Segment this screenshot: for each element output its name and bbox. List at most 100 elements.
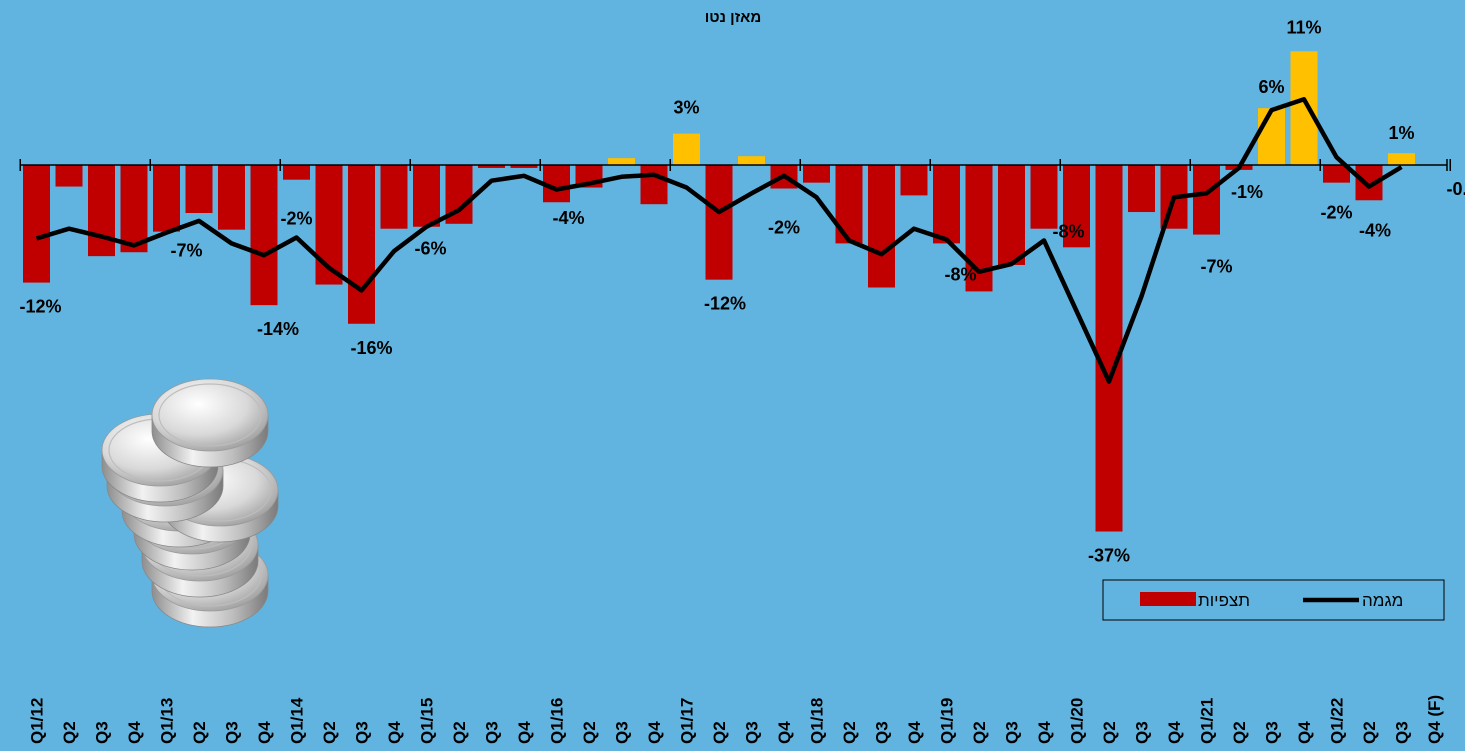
- bar-40: [1323, 165, 1350, 183]
- x-tick-label-38: Q3: [1263, 721, 1282, 744]
- data-label-8: -2%: [280, 209, 312, 229]
- data-label-41: -4%: [1359, 220, 1391, 240]
- x-tick-label-12: Q1/15: [418, 698, 437, 744]
- bar-20: [673, 133, 700, 165]
- x-tick-label-17: Q2: [580, 721, 599, 744]
- data-label-23: -2%: [768, 218, 800, 238]
- x-tick-label-30: Q3: [1003, 721, 1022, 744]
- x-tick-label-8: Q1/14: [288, 697, 307, 744]
- x-tick-label-22: Q3: [743, 721, 762, 744]
- bar-28: [933, 165, 960, 244]
- bar-34: [1128, 165, 1155, 213]
- bar-30: [998, 165, 1025, 265]
- data-label-43: -0.2%: [1446, 179, 1465, 199]
- bar-21: [705, 165, 733, 280]
- bar-39: [1290, 51, 1318, 165]
- trend-line: [35, 97, 1403, 384]
- x-tick-label-34: Q3: [1133, 721, 1152, 744]
- bar-3: [120, 165, 148, 253]
- bars-layer: [23, 51, 1415, 532]
- x-tick-label-14: Q3: [483, 721, 502, 744]
- coin-face: [151, 378, 269, 452]
- x-tick-label-10: Q3: [353, 721, 372, 744]
- x-tick-label-23: Q4: [775, 721, 794, 744]
- x-tick-label-27: Q4: [905, 721, 924, 744]
- x-tick-label-9: Q2: [320, 721, 339, 744]
- x-tick-labels: Q1/12 Q2 Q3 Q4 Q1/13 Q2 Q3 Q4 Q1/14 Q2 Q3 Q4 Q1/15 Q2…: [28, 695, 1445, 744]
- x-tick-label-26: Q3: [873, 721, 892, 744]
- data-label-12: -6%: [414, 239, 446, 259]
- x-tick-label-19: Q4: [645, 721, 664, 744]
- x-tick-label-37: Q2: [1230, 721, 1249, 744]
- x-tick-label-31: Q4: [1035, 721, 1054, 744]
- legend-box: [1102, 579, 1445, 621]
- chart-title: מאזן נטו: [705, 9, 762, 26]
- data-label-20: 3%: [673, 98, 699, 118]
- x-tick-label-39: Q4: [1295, 721, 1314, 744]
- data-label-40: -2%: [1320, 203, 1352, 223]
- x-tick-label-36: Q1/21: [1198, 698, 1217, 744]
- x-tick-label-29: Q2: [970, 721, 989, 744]
- data-label-0: -12%: [19, 297, 61, 317]
- bar-27: [900, 165, 928, 196]
- bar-5: [185, 165, 213, 214]
- bar-42: [1388, 153, 1415, 165]
- bar-11: [380, 165, 408, 229]
- x-tick-label-40: Q1/22: [1328, 698, 1347, 744]
- bar-0: [23, 165, 50, 283]
- x-tick-label-6: Q3: [223, 721, 242, 744]
- x-tick-label-2: Q3: [93, 721, 112, 744]
- x-tick-label-35: Q4: [1165, 721, 1184, 744]
- x-tick-label-11: Q4: [385, 721, 404, 744]
- bar-33: [1095, 165, 1123, 532]
- legend-label-observations: תצפיות: [1198, 591, 1250, 610]
- bar-31: [1030, 165, 1058, 229]
- x-tick-label-43: Q4 (F): [1425, 695, 1444, 744]
- bar-15: [510, 165, 538, 168]
- coin-rim: [158, 383, 262, 447]
- bar-2: [88, 165, 115, 257]
- x-tick-label-42: Q3: [1393, 721, 1412, 744]
- data-label-42: 1%: [1388, 123, 1414, 143]
- x-tick-label-25: Q2: [840, 721, 859, 744]
- x-tick-label-24: Q1/18: [808, 698, 827, 744]
- x-tick-label-28: Q1/19: [938, 698, 957, 744]
- x-tick-label-5: Q2: [190, 721, 209, 744]
- x-tick-label-3: Q4: [125, 721, 144, 744]
- x-tick-label-4: Q1/13: [158, 698, 177, 744]
- legend-swatch-observations: [1140, 592, 1196, 606]
- bar-4: [153, 165, 180, 232]
- data-label-10: -16%: [350, 338, 392, 358]
- legend: מגמה תצפיות: [1102, 579, 1445, 621]
- x-tick-label-21: Q2: [710, 721, 729, 744]
- x-tick-label-20: Q1/17: [678, 698, 697, 744]
- x-tick-label-13: Q2: [450, 721, 469, 744]
- x-tick-label-0: Q1/12: [28, 698, 47, 744]
- bar-36: [1193, 165, 1220, 235]
- bar-7: [250, 165, 278, 306]
- data-label-39: 11%: [1286, 17, 1321, 37]
- bar-32: [1063, 165, 1090, 248]
- x-tick-label-33: Q2: [1100, 721, 1119, 744]
- bar-8: [283, 165, 310, 180]
- bar-18: [608, 158, 635, 165]
- x-tick-label-15: Q4: [515, 721, 534, 744]
- data-label-33: -37%: [1088, 546, 1130, 566]
- legend-label-trend: מגמה: [1362, 591, 1403, 610]
- bar-19: [640, 165, 668, 205]
- bar-14: [478, 165, 505, 168]
- data-label-37: -1%: [1231, 182, 1263, 202]
- data-label-36: -7%: [1200, 257, 1232, 277]
- bar-38: [1258, 108, 1285, 165]
- x-tick-label-32: Q1/20: [1068, 698, 1087, 744]
- bar-10: [348, 165, 375, 324]
- bar-22: [738, 156, 765, 165]
- data-label-32: -8%: [1052, 221, 1084, 241]
- x-tick-label-7: Q4: [255, 721, 274, 744]
- bar-12: [413, 165, 440, 227]
- bar-24: [803, 165, 830, 183]
- x-tick-label-18: Q3: [613, 721, 632, 744]
- bar-6: [218, 165, 245, 230]
- data-labels-layer: -12% -7% -14% -2% -16% -6% -4% 3% -12% -2% -8% -8% -…: [19, 17, 1465, 565]
